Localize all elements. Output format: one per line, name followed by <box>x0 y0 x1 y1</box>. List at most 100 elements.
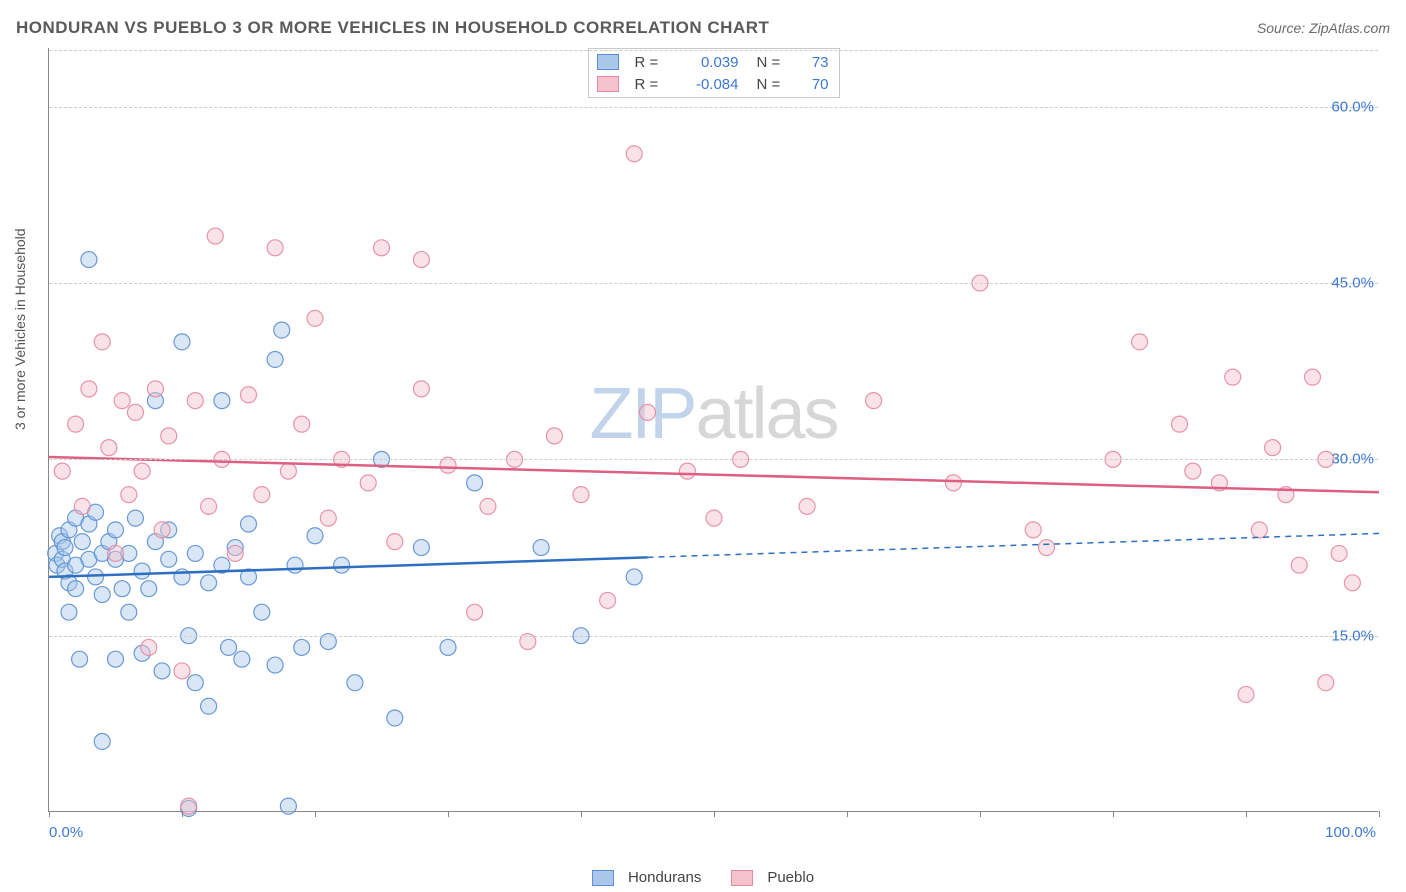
x-tick <box>980 811 981 817</box>
n-label: N = <box>757 54 789 71</box>
x-tick <box>1379 811 1380 817</box>
scatter-svg <box>49 48 1378 811</box>
scatter-point <box>1172 416 1188 432</box>
scatter-point <box>600 592 616 608</box>
scatter-point <box>1039 540 1055 556</box>
scatter-point <box>72 651 88 667</box>
scatter-point <box>121 487 137 503</box>
scatter-point <box>1265 440 1281 456</box>
legend-item-hondurans: Hondurans <box>592 869 701 886</box>
scatter-point <box>54 463 70 479</box>
scatter-point <box>227 545 243 561</box>
scatter-point <box>360 475 376 491</box>
scatter-point <box>81 252 97 268</box>
x-tick-label: 0.0% <box>49 824 83 841</box>
scatter-point <box>1238 686 1254 702</box>
scatter-point <box>467 604 483 620</box>
x-tick <box>714 811 715 817</box>
scatter-point <box>1251 522 1267 538</box>
stats-row-hondurans: R = 0.039 N = 73 <box>597 51 829 73</box>
scatter-point <box>1331 545 1347 561</box>
y-axis-label: 3 or more Vehicles in Household <box>12 228 28 430</box>
scatter-point <box>161 551 177 567</box>
scatter-point <box>387 534 403 550</box>
grid-line <box>49 459 1378 460</box>
scatter-point <box>1344 575 1360 591</box>
scatter-point <box>214 393 230 409</box>
x-tick <box>1113 811 1114 817</box>
r-label: R = <box>635 76 667 93</box>
stats-row-pueblo: R = -0.084 N = 70 <box>597 73 829 95</box>
swatch-pueblo <box>597 76 619 92</box>
x-tick <box>49 811 50 817</box>
scatter-point <box>945 475 961 491</box>
y-tick-label: 15.0% <box>1331 627 1374 644</box>
trend-line <box>49 457 1379 492</box>
scatter-point <box>174 334 190 350</box>
scatter-point <box>174 663 190 679</box>
stats-legend: R = 0.039 N = 73 R = -0.084 N = 70 <box>588 48 840 98</box>
chart-title: HONDURAN VS PUEBLO 3 OR MORE VEHICLES IN… <box>16 18 769 38</box>
scatter-point <box>57 540 73 556</box>
scatter-point <box>201 575 217 591</box>
scatter-point <box>347 675 363 691</box>
plot-area: ZIPatlas R = 0.039 N = 73 R = -0.084 N =… <box>48 48 1378 812</box>
scatter-point <box>1225 369 1241 385</box>
x-tick <box>847 811 848 817</box>
scatter-point <box>74 498 90 514</box>
scatter-point <box>573 487 589 503</box>
scatter-point <box>234 651 250 667</box>
trend-line-extrapolated <box>648 533 1380 557</box>
r-value-hondurans: 0.039 <box>677 54 739 71</box>
y-tick-label: 30.0% <box>1331 451 1374 468</box>
scatter-point <box>280 798 296 814</box>
scatter-point <box>480 498 496 514</box>
legend-swatch-pueblo <box>731 870 753 886</box>
scatter-point <box>413 381 429 397</box>
scatter-point <box>799 498 815 514</box>
scatter-point <box>1185 463 1201 479</box>
scatter-point <box>287 557 303 573</box>
scatter-point <box>866 393 882 409</box>
chart-header: HONDURAN VS PUEBLO 3 OR MORE VEHICLES IN… <box>0 0 1406 46</box>
scatter-point <box>679 463 695 479</box>
scatter-point <box>154 663 170 679</box>
scatter-point <box>68 416 84 432</box>
x-tick <box>448 811 449 817</box>
scatter-point <box>94 733 110 749</box>
r-value-pueblo: -0.084 <box>677 76 739 93</box>
scatter-point <box>1132 334 1148 350</box>
scatter-point <box>387 710 403 726</box>
scatter-point <box>307 528 323 544</box>
scatter-point <box>187 393 203 409</box>
scatter-point <box>141 581 157 597</box>
scatter-point <box>187 675 203 691</box>
scatter-point <box>141 639 157 655</box>
scatter-point <box>294 639 310 655</box>
scatter-point <box>267 240 283 256</box>
scatter-point <box>440 639 456 655</box>
grid-line <box>49 283 1378 284</box>
scatter-point <box>307 310 323 326</box>
scatter-point <box>108 522 124 538</box>
n-value-hondurans: 73 <box>799 54 829 71</box>
scatter-point <box>161 428 177 444</box>
scatter-point <box>114 581 130 597</box>
source-attribution: Source: ZipAtlas.com <box>1257 20 1390 36</box>
scatter-point <box>181 798 197 814</box>
scatter-point <box>108 651 124 667</box>
scatter-point <box>280 463 296 479</box>
x-tick <box>182 811 183 817</box>
y-tick-label: 45.0% <box>1331 275 1374 292</box>
r-label: R = <box>635 54 667 71</box>
scatter-point <box>1305 369 1321 385</box>
scatter-point <box>187 545 203 561</box>
legend-item-pueblo: Pueblo <box>731 869 814 886</box>
scatter-point <box>127 510 143 526</box>
scatter-point <box>706 510 722 526</box>
scatter-point <box>241 516 257 532</box>
scatter-point <box>127 404 143 420</box>
x-tick <box>1246 811 1247 817</box>
grid-line <box>49 107 1378 108</box>
n-value-pueblo: 70 <box>799 76 829 93</box>
